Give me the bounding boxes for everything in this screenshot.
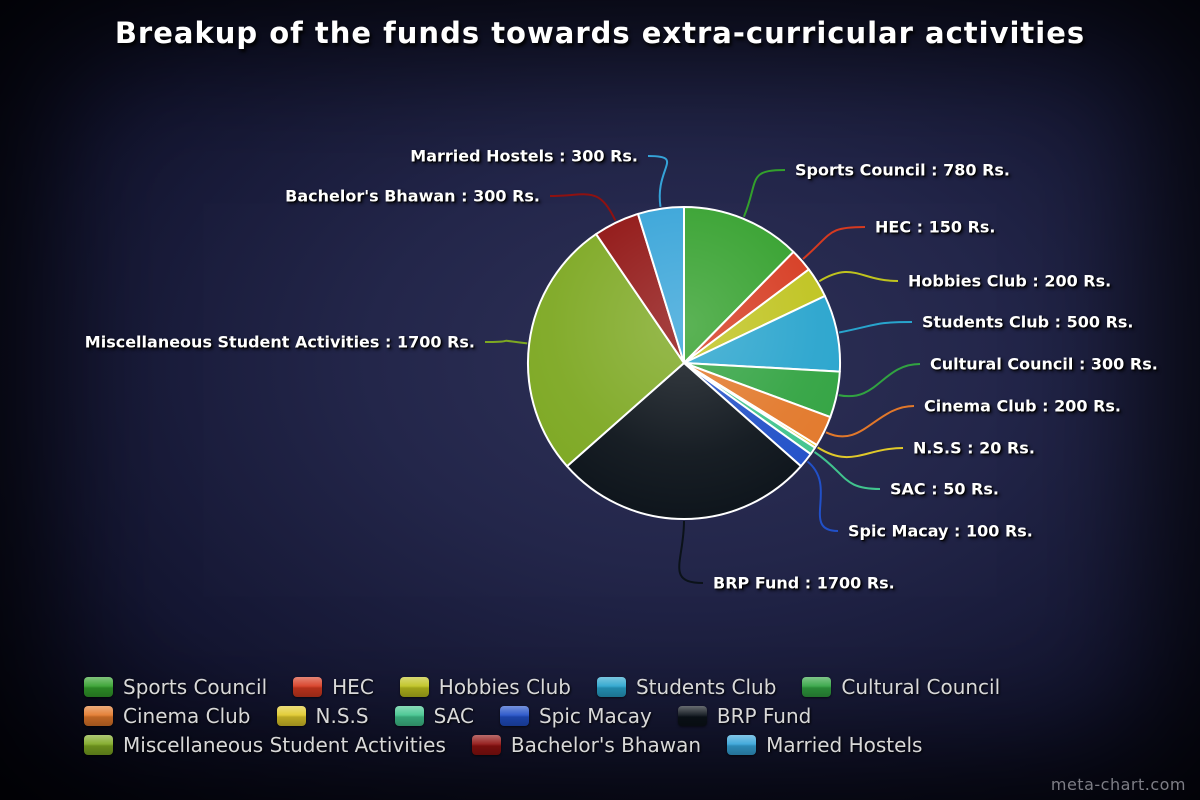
leader-line-hec [802,226,866,260]
legend-item-bachelor-s-bhawan: Bachelor's Bhawan [471,733,702,757]
legend-swatch [84,677,113,697]
legend-swatch [727,735,757,755]
chart-title: Breakup of the funds towards extra-curri… [114,16,1086,50]
leader-line-miscellaneous-student-activities [484,339,528,345]
legend-swatch [677,706,707,726]
legend-row: Sports Council HEC Hobbies Club Students Cl… [84,676,1000,698]
legend-label: HEC [332,675,374,699]
legend-label: Students Club [635,675,777,699]
legend-label: N.S.S [315,704,369,728]
leader-line-cinema-club [825,405,915,438]
legend-item-cultural-council: Cultural Council [802,676,1000,698]
legend-swatch [802,677,832,697]
legend-label: Cinema Club [123,704,251,728]
legend-item-miscellaneous-student-activities: Miscellaneous Student Activities [84,734,446,756]
legend-label: Miscellaneous Student Activities [123,733,446,757]
leader-line-bachelor-s-bhawan [549,193,617,222]
pie-sheen [529,208,839,518]
legend-label: Cultural Council [841,675,1001,699]
legend-item-married-hostels: Married Hostels [727,734,922,756]
legend-item-sports-council: Sports Council [84,676,267,698]
leader-line-married-hostels [647,155,669,207]
legend-swatch [596,677,626,697]
legend-swatch [84,735,113,755]
legend-label: SAC [433,704,474,728]
legend-swatch [84,706,113,726]
legend-label: Hobbies Club [438,675,571,699]
leader-line-sports-council [742,169,786,218]
leader-line-n-s-s [817,446,904,459]
leader-line-hobbies-club [818,271,899,283]
legend-item-cinema-club: Cinema Club [84,705,251,727]
legend-label: BRP Fund [716,704,812,728]
leader-line-students-club [838,321,913,334]
legend-swatch [499,706,529,726]
legend-swatch [276,706,306,726]
legend-row: Miscellaneous Student Activities Bachelor… [84,734,1000,756]
leader-line-brp-fund [678,520,704,584]
legend-label: Bachelor's Bhawan [510,733,702,757]
legend-label: Sports Council [123,675,268,699]
legend-swatch [399,677,429,697]
legend: Sports Council HEC Hobbies Club Students Cl… [84,676,1000,756]
watermark: meta-chart.com [1050,775,1186,794]
legend-swatch [394,706,424,726]
leader-line-cultural-council [838,363,921,398]
legend-item-n-s-s: N.S.S [276,704,369,728]
legend-swatch [471,735,501,755]
legend-row: Cinema Club N.S.S SAC Spic Macay BRP Fund [84,705,1000,727]
leader-line-sac [813,451,881,490]
legend-swatch [293,677,323,697]
legend-label: Married Hostels [766,733,923,757]
legend-item-brp-fund: BRP Fund [677,704,812,728]
legend-item-sac: SAC [394,704,474,728]
leader-line-spic-macay [806,460,839,532]
legend-item-hec: HEC [293,676,374,698]
legend-item-spic-macay: Spic Macay [499,704,652,728]
legend-item-students-club: Students Club [596,675,777,699]
legend-label: Spic Macay [538,704,652,728]
legend-item-hobbies-club: Hobbies Club [399,675,571,699]
